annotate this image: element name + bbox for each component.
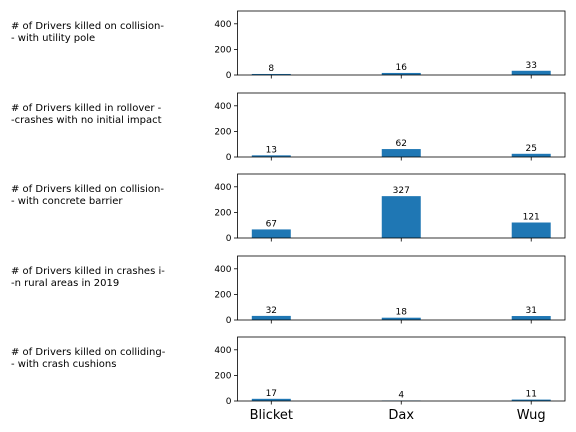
bar-value-label: 62 <box>396 139 407 149</box>
panel-3: # of Drivers killed on collision-- with … <box>11 173 566 244</box>
bar-value-label: 67 <box>266 219 277 229</box>
bar-blicket <box>251 155 291 157</box>
bar-blicket <box>251 73 291 75</box>
ytick-label: 0 <box>226 71 232 81</box>
ytick-label: 200 <box>214 372 231 382</box>
panel-label-line: -crashes with no initial impact <box>11 115 162 126</box>
bar-blicket <box>251 315 291 320</box>
panel-label: # of Drivers killed in rollover --crashe… <box>11 103 162 126</box>
ytick-label: 400 <box>214 265 231 275</box>
bar-wug <box>511 316 551 320</box>
panel-1: # of Drivers killed on collision-- with … <box>11 10 566 81</box>
bar-value-label: 8 <box>268 64 274 74</box>
ytick-label: 0 <box>226 234 232 244</box>
bar-value-label: 4 <box>398 390 404 400</box>
bar-value-label: 16 <box>396 63 408 73</box>
bar-value-label: 18 <box>396 308 408 318</box>
panel-label: # of Drivers killed on collision-- with … <box>11 21 164 44</box>
bar-value-label: 11 <box>525 390 536 400</box>
bar-dax <box>381 149 421 157</box>
bar-dax <box>381 72 421 75</box>
ytick-label: 400 <box>214 20 231 30</box>
bar-value-label: 25 <box>525 144 536 154</box>
ytick-label: 200 <box>214 46 231 56</box>
bar-wug <box>511 399 551 401</box>
ytick-label: 200 <box>214 209 231 219</box>
ytick-label: 0 <box>226 397 232 407</box>
panel-label: # of Drivers killed on collision-- with … <box>11 184 164 207</box>
panel-label-line: - with crash cushions <box>11 359 116 370</box>
panel-label-line: - with utility pole <box>11 33 95 44</box>
ytick-label: 400 <box>214 183 231 193</box>
ytick-label: 400 <box>214 102 231 112</box>
panel-label-line: - with concrete barrier <box>11 196 123 207</box>
bar-value-label: 121 <box>523 213 540 223</box>
bar-value-label: 327 <box>393 186 410 196</box>
bar-dax <box>381 317 421 320</box>
panel-label-line: # of Drivers killed on colliding- <box>11 347 166 358</box>
panel-label-line: -n rural areas in 2019 <box>11 278 119 289</box>
panel-2: # of Drivers killed in rollover --crashe… <box>11 92 566 163</box>
ytick-label: 0 <box>226 316 232 326</box>
ytick-label: 0 <box>226 153 232 163</box>
bar-wug <box>511 153 551 157</box>
panel-label-line: # of Drivers killed in crashes i- <box>11 266 165 277</box>
panel-label-line: # of Drivers killed on collision- <box>11 184 164 195</box>
panel-4: # of Drivers killed in crashes i--n rura… <box>11 255 566 326</box>
bar-value-label: 31 <box>525 306 536 316</box>
bar-blicket <box>251 229 291 238</box>
ytick-label: 400 <box>214 346 231 356</box>
ytick-label: 200 <box>214 291 231 301</box>
bar-value-label: 33 <box>525 61 536 71</box>
bar-wug <box>511 222 551 238</box>
bar-wug <box>511 70 551 75</box>
panel-label: # of Drivers killed on colliding-- with … <box>11 347 166 370</box>
bar-dax <box>381 196 421 238</box>
panel-label-line: # of Drivers killed on collision- <box>11 21 164 32</box>
xtick-label-dax: Dax <box>388 408 414 423</box>
panel-label-line: # of Drivers killed in rollover - <box>11 103 162 114</box>
bar-blicket <box>251 398 291 401</box>
bar-value-label: 17 <box>266 389 277 399</box>
bar-value-label: 32 <box>266 306 277 316</box>
panel-5: # of Drivers killed on colliding-- with … <box>11 336 566 407</box>
bar-value-label: 13 <box>266 145 277 155</box>
panel-label: # of Drivers killed in crashes i--n rura… <box>11 266 165 289</box>
ytick-label: 200 <box>214 128 231 138</box>
xtick-label-blicket: Blicket <box>250 408 293 423</box>
xtick-label-wug: Wug <box>517 408 546 423</box>
